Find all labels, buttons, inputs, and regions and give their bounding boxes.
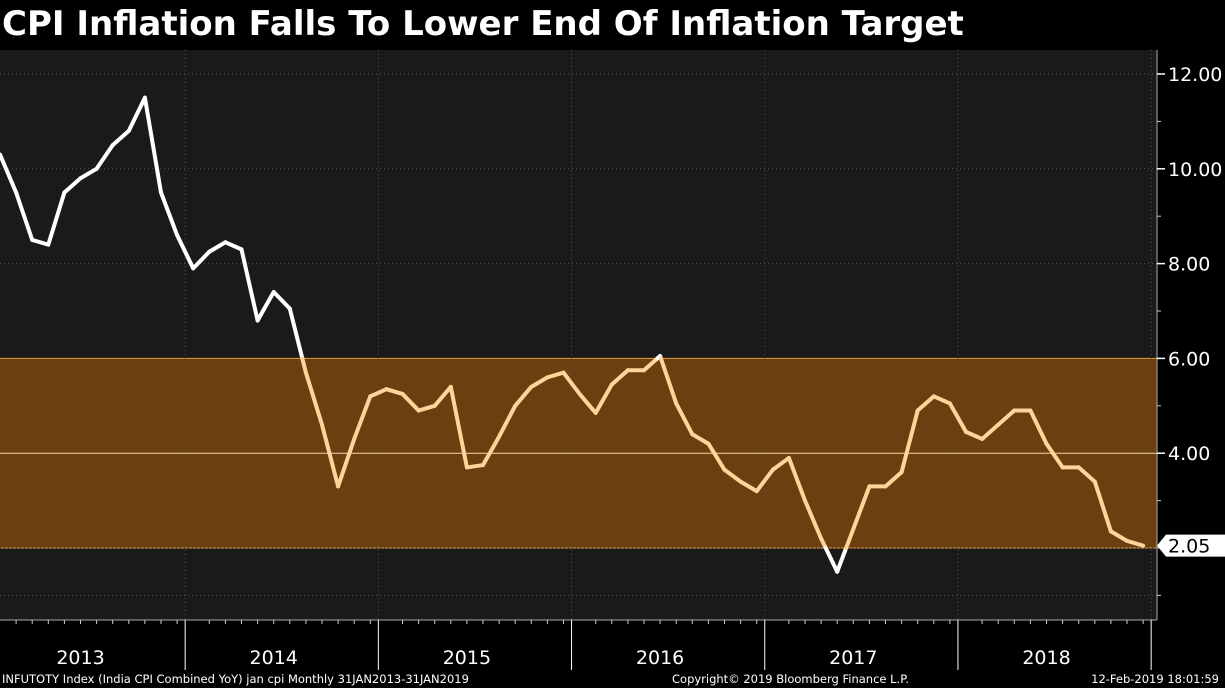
x-tick-label: 2016 xyxy=(636,647,684,669)
series-line-segment xyxy=(14,190,35,242)
series-line-segment xyxy=(529,375,550,389)
y-tick-label: 12.00 xyxy=(1168,64,1222,86)
series-line-segment xyxy=(1044,441,1065,470)
y-tick-label: 4.00 xyxy=(1168,443,1210,465)
series-line-segment xyxy=(835,546,849,574)
series-line-segment xyxy=(561,370,582,396)
series-line-segment xyxy=(1028,408,1049,446)
series-line-segment xyxy=(481,434,502,468)
series-line-segment xyxy=(996,408,1017,427)
series-line-segment xyxy=(851,484,872,532)
series-line-segment xyxy=(577,391,598,415)
series-line-segment xyxy=(255,290,276,323)
series-line-segment xyxy=(142,95,163,195)
series-line-segment xyxy=(384,387,405,396)
series-line-segment xyxy=(674,401,695,437)
series-line-segment xyxy=(931,394,952,406)
series-line-segment xyxy=(980,422,1001,441)
series-line-segment xyxy=(706,441,727,472)
series-line-segment xyxy=(947,401,968,434)
series-line-segment xyxy=(159,190,180,238)
series-line-segment xyxy=(609,368,630,387)
series-line-segment xyxy=(690,432,711,446)
series-line-segment xyxy=(223,240,244,252)
x-tick-label: 2015 xyxy=(443,647,491,669)
series-line-segment xyxy=(803,498,824,541)
series-line-segment xyxy=(30,237,51,247)
series-line-segment xyxy=(191,249,212,271)
series-line-segment xyxy=(642,356,660,373)
series-line-segment xyxy=(464,463,485,470)
chart-title: CPI Inflation Falls To Lower End Of Infl… xyxy=(2,4,964,44)
last-value-label: 2.05 xyxy=(1168,536,1210,558)
target-band-layer xyxy=(0,357,1157,549)
series-line-segment xyxy=(844,527,856,550)
series-line-segment xyxy=(899,408,920,475)
series-line-segment xyxy=(271,290,292,311)
footer-copyright: Copyright© 2019 Bloomberg Finance L.P. xyxy=(672,672,909,686)
series-line-segment xyxy=(62,176,83,195)
series-line-segment xyxy=(416,403,437,413)
x-tick-label: 2013 xyxy=(56,647,104,669)
series-line-segment xyxy=(497,403,518,439)
last-value-callout xyxy=(1157,534,1225,557)
series-line-segment xyxy=(336,436,357,489)
series-line-segment xyxy=(46,190,67,247)
series-line-segment xyxy=(0,152,19,195)
series-line-segment xyxy=(722,467,743,484)
series-line-segment xyxy=(239,247,260,323)
series-line-segment xyxy=(300,356,308,375)
series-line-segment xyxy=(448,384,469,470)
series-line-segment xyxy=(738,479,759,494)
x-tick-label: 2017 xyxy=(829,647,877,669)
series-line-layer xyxy=(0,95,1146,574)
series-line-segment xyxy=(207,240,228,254)
series-line-segment xyxy=(1092,479,1113,534)
x-tick-label: 2018 xyxy=(1022,647,1070,669)
series-line-segment xyxy=(513,384,534,408)
series-line-segment xyxy=(175,233,196,271)
series-line-segment xyxy=(320,422,341,489)
series-line-segment xyxy=(770,455,791,472)
series-line-segment xyxy=(368,387,389,399)
series-line-segment xyxy=(287,306,305,361)
series-line-segment xyxy=(400,391,421,413)
series-line-segment xyxy=(1125,538,1146,548)
series-line-segment xyxy=(545,370,566,380)
series-line-segment xyxy=(786,455,807,503)
y-tick-label: 6.00 xyxy=(1168,348,1210,370)
y-tick-label: 8.00 xyxy=(1168,254,1210,276)
series-line-segment xyxy=(593,382,614,415)
x-tick-label: 2014 xyxy=(250,647,298,669)
series-line-segment xyxy=(110,128,131,148)
series-line-segment xyxy=(823,546,840,574)
series-line-segment xyxy=(964,429,985,441)
series-line-segment xyxy=(126,95,147,133)
series-line-segment xyxy=(94,143,115,171)
series-line-segment xyxy=(883,470,904,489)
series-line-segment xyxy=(754,467,775,494)
series-line-segment xyxy=(432,384,453,408)
footer-source: INFUTOTY Index (India CPI Combined YoY) … xyxy=(2,672,469,686)
axis-layer: 12.00 10.00 8.00 6.00 4.00 2.05 2013 2014 2015 20… xyxy=(0,50,1225,670)
series-line-segment xyxy=(1076,465,1097,484)
series-line-segment xyxy=(78,166,99,181)
footer-timestamp: 12-Feb-2019 18:01:59 xyxy=(1091,672,1219,686)
series-line-segment xyxy=(658,356,679,406)
series-line-segment xyxy=(1108,529,1129,543)
series-line-segment xyxy=(352,394,373,441)
series-line-segment xyxy=(303,370,324,427)
y-tick-label: 10.00 xyxy=(1168,159,1222,181)
series-line-segment xyxy=(915,394,936,413)
